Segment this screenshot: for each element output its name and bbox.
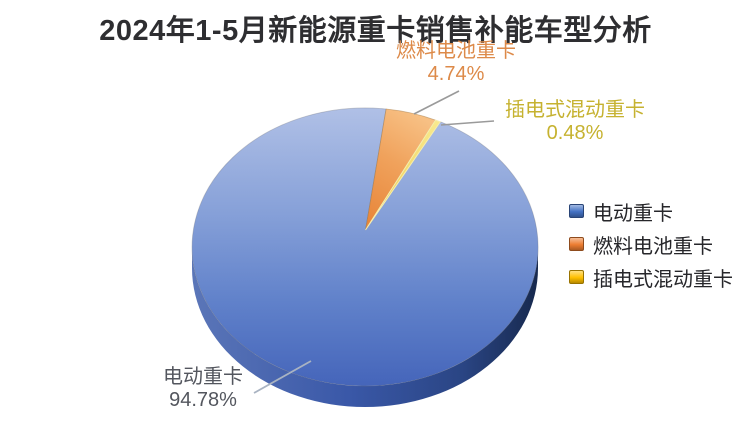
legend-swatch-fuel-cell xyxy=(569,237,584,251)
callout-fuel-cell-percent: 4.74% xyxy=(427,63,485,85)
legend-label-fuel-cell: 燃料电池重卡 xyxy=(593,235,713,258)
pie-slice-phev xyxy=(365,119,442,231)
callout-fuel-cell: 燃料电池重卡 4.74% xyxy=(363,40,549,86)
callout-fuel-cell-label: 燃料电池重卡 xyxy=(396,40,516,62)
legend-swatch-phev xyxy=(569,270,584,284)
legend-item-phev: 插电式混动重卡 xyxy=(569,266,733,291)
legend: 电动重卡 燃料电池重卡 插电式混动重卡 xyxy=(569,200,733,299)
callout-ev-percent: 94.78% xyxy=(169,389,237,411)
pie-slices xyxy=(191,107,539,407)
callout-phev-percent: 0.48% xyxy=(546,122,604,144)
pie-slice-ev xyxy=(191,107,539,387)
leader-line-phev xyxy=(440,120,495,126)
callout-phev-label: 插电式混动重卡 xyxy=(505,99,645,121)
legend-item-fuel-cell: 燃料电池重卡 xyxy=(569,233,733,258)
leader-line-fuel-cell xyxy=(413,90,460,115)
legend-swatch-ev xyxy=(569,204,584,218)
callout-phev: 插电式混动重卡 0.48% xyxy=(480,99,670,145)
legend-label-phev: 插电式混动重卡 xyxy=(593,268,733,291)
leader-line-ev xyxy=(253,360,312,394)
legend-item-ev: 电动重卡 xyxy=(569,200,733,225)
legend-label-ev: 电动重卡 xyxy=(593,202,673,225)
chart-title: 2024年1-5月新能源重卡销售补能车型分析 xyxy=(99,15,652,47)
callout-ev-label: 电动重卡 xyxy=(163,366,243,388)
callout-ev: 电动重卡 94.78% xyxy=(113,366,293,412)
